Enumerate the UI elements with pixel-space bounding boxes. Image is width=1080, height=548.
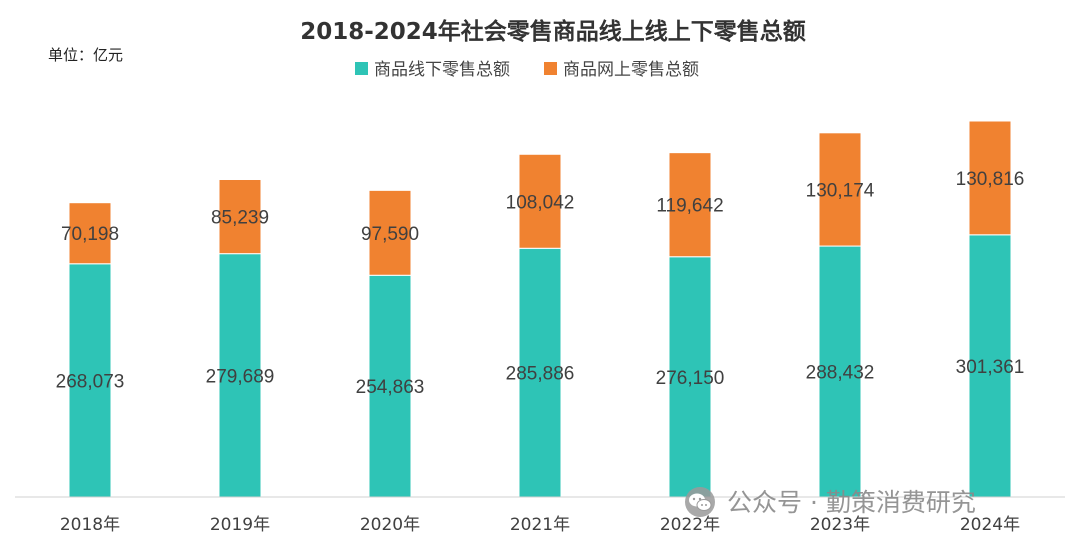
bar-offline-5 <box>818 245 862 498</box>
data-label-online-0: 70,198 <box>61 224 119 245</box>
data-label-online-4: 119,642 <box>656 196 723 217</box>
x-tick-label-1: 2019年 <box>210 515 270 535</box>
x-tick-label-0: 2018年 <box>60 515 120 535</box>
bar-online-2 <box>368 189 412 276</box>
unit-label: 单位：亿元 <box>48 46 123 64</box>
legend-swatch-online <box>544 62 557 75</box>
data-label-offline-2: 254,863 <box>356 377 425 398</box>
bar-offline-0 <box>68 263 112 498</box>
legend: 商品线下零售总额 商品网上零售总额 <box>355 60 699 80</box>
data-label-online-6: 130,816 <box>956 169 1025 190</box>
data-label-offline-3: 285,886 <box>506 364 575 385</box>
data-label-offline-0: 268,073 <box>56 371 125 392</box>
bar-online-6 <box>968 120 1012 236</box>
bar-offline-6 <box>968 234 1012 498</box>
legend-swatch-offline <box>355 62 368 75</box>
legend-label-offline: 商品线下零售总额 <box>374 60 510 80</box>
watermark: 公众号 · 勤策消费研究 <box>685 487 976 517</box>
wechat-icon <box>685 487 715 517</box>
bar-online-1 <box>218 179 262 255</box>
x-tick-label-3: 2021年 <box>510 515 570 535</box>
data-label-offline-6: 301,361 <box>956 357 1025 378</box>
data-label-online-1: 85,239 <box>211 208 269 229</box>
data-label-online-3: 108,042 <box>506 192 575 213</box>
x-tick-label-5: 2023年 <box>810 515 870 535</box>
bar-online-5 <box>818 132 862 247</box>
x-tick-label-6: 2024年 <box>960 515 1020 535</box>
data-label-online-5: 130,174 <box>806 180 875 201</box>
bars-group: 268,073 70,198 279,689 85,239 254,863 97,590 2… <box>56 120 1025 498</box>
bar-online-3 <box>518 153 562 249</box>
data-label-offline-4: 276,150 <box>656 368 725 389</box>
x-tick-label-4: 2022年 <box>660 515 720 535</box>
x-axis-ticks: 2018年 2019年 2020年 2021年 2022年 2023年 2024年 <box>60 515 1020 535</box>
watermark-text: 公众号 · 勤策消费研究 <box>727 488 976 517</box>
x-tick-label-2: 2020年 <box>360 515 420 535</box>
data-label-offline-5: 288,432 <box>806 363 875 384</box>
legend-label-online: 商品网上零售总额 <box>563 60 699 80</box>
bar-online-4 <box>668 152 712 258</box>
chart-title: 2018-2024年社会零售商品线上线上下零售总额 <box>300 18 806 45</box>
data-label-online-2: 97,590 <box>361 224 419 245</box>
bar-online-0 <box>68 202 112 265</box>
data-label-offline-1: 279,689 <box>206 366 275 387</box>
